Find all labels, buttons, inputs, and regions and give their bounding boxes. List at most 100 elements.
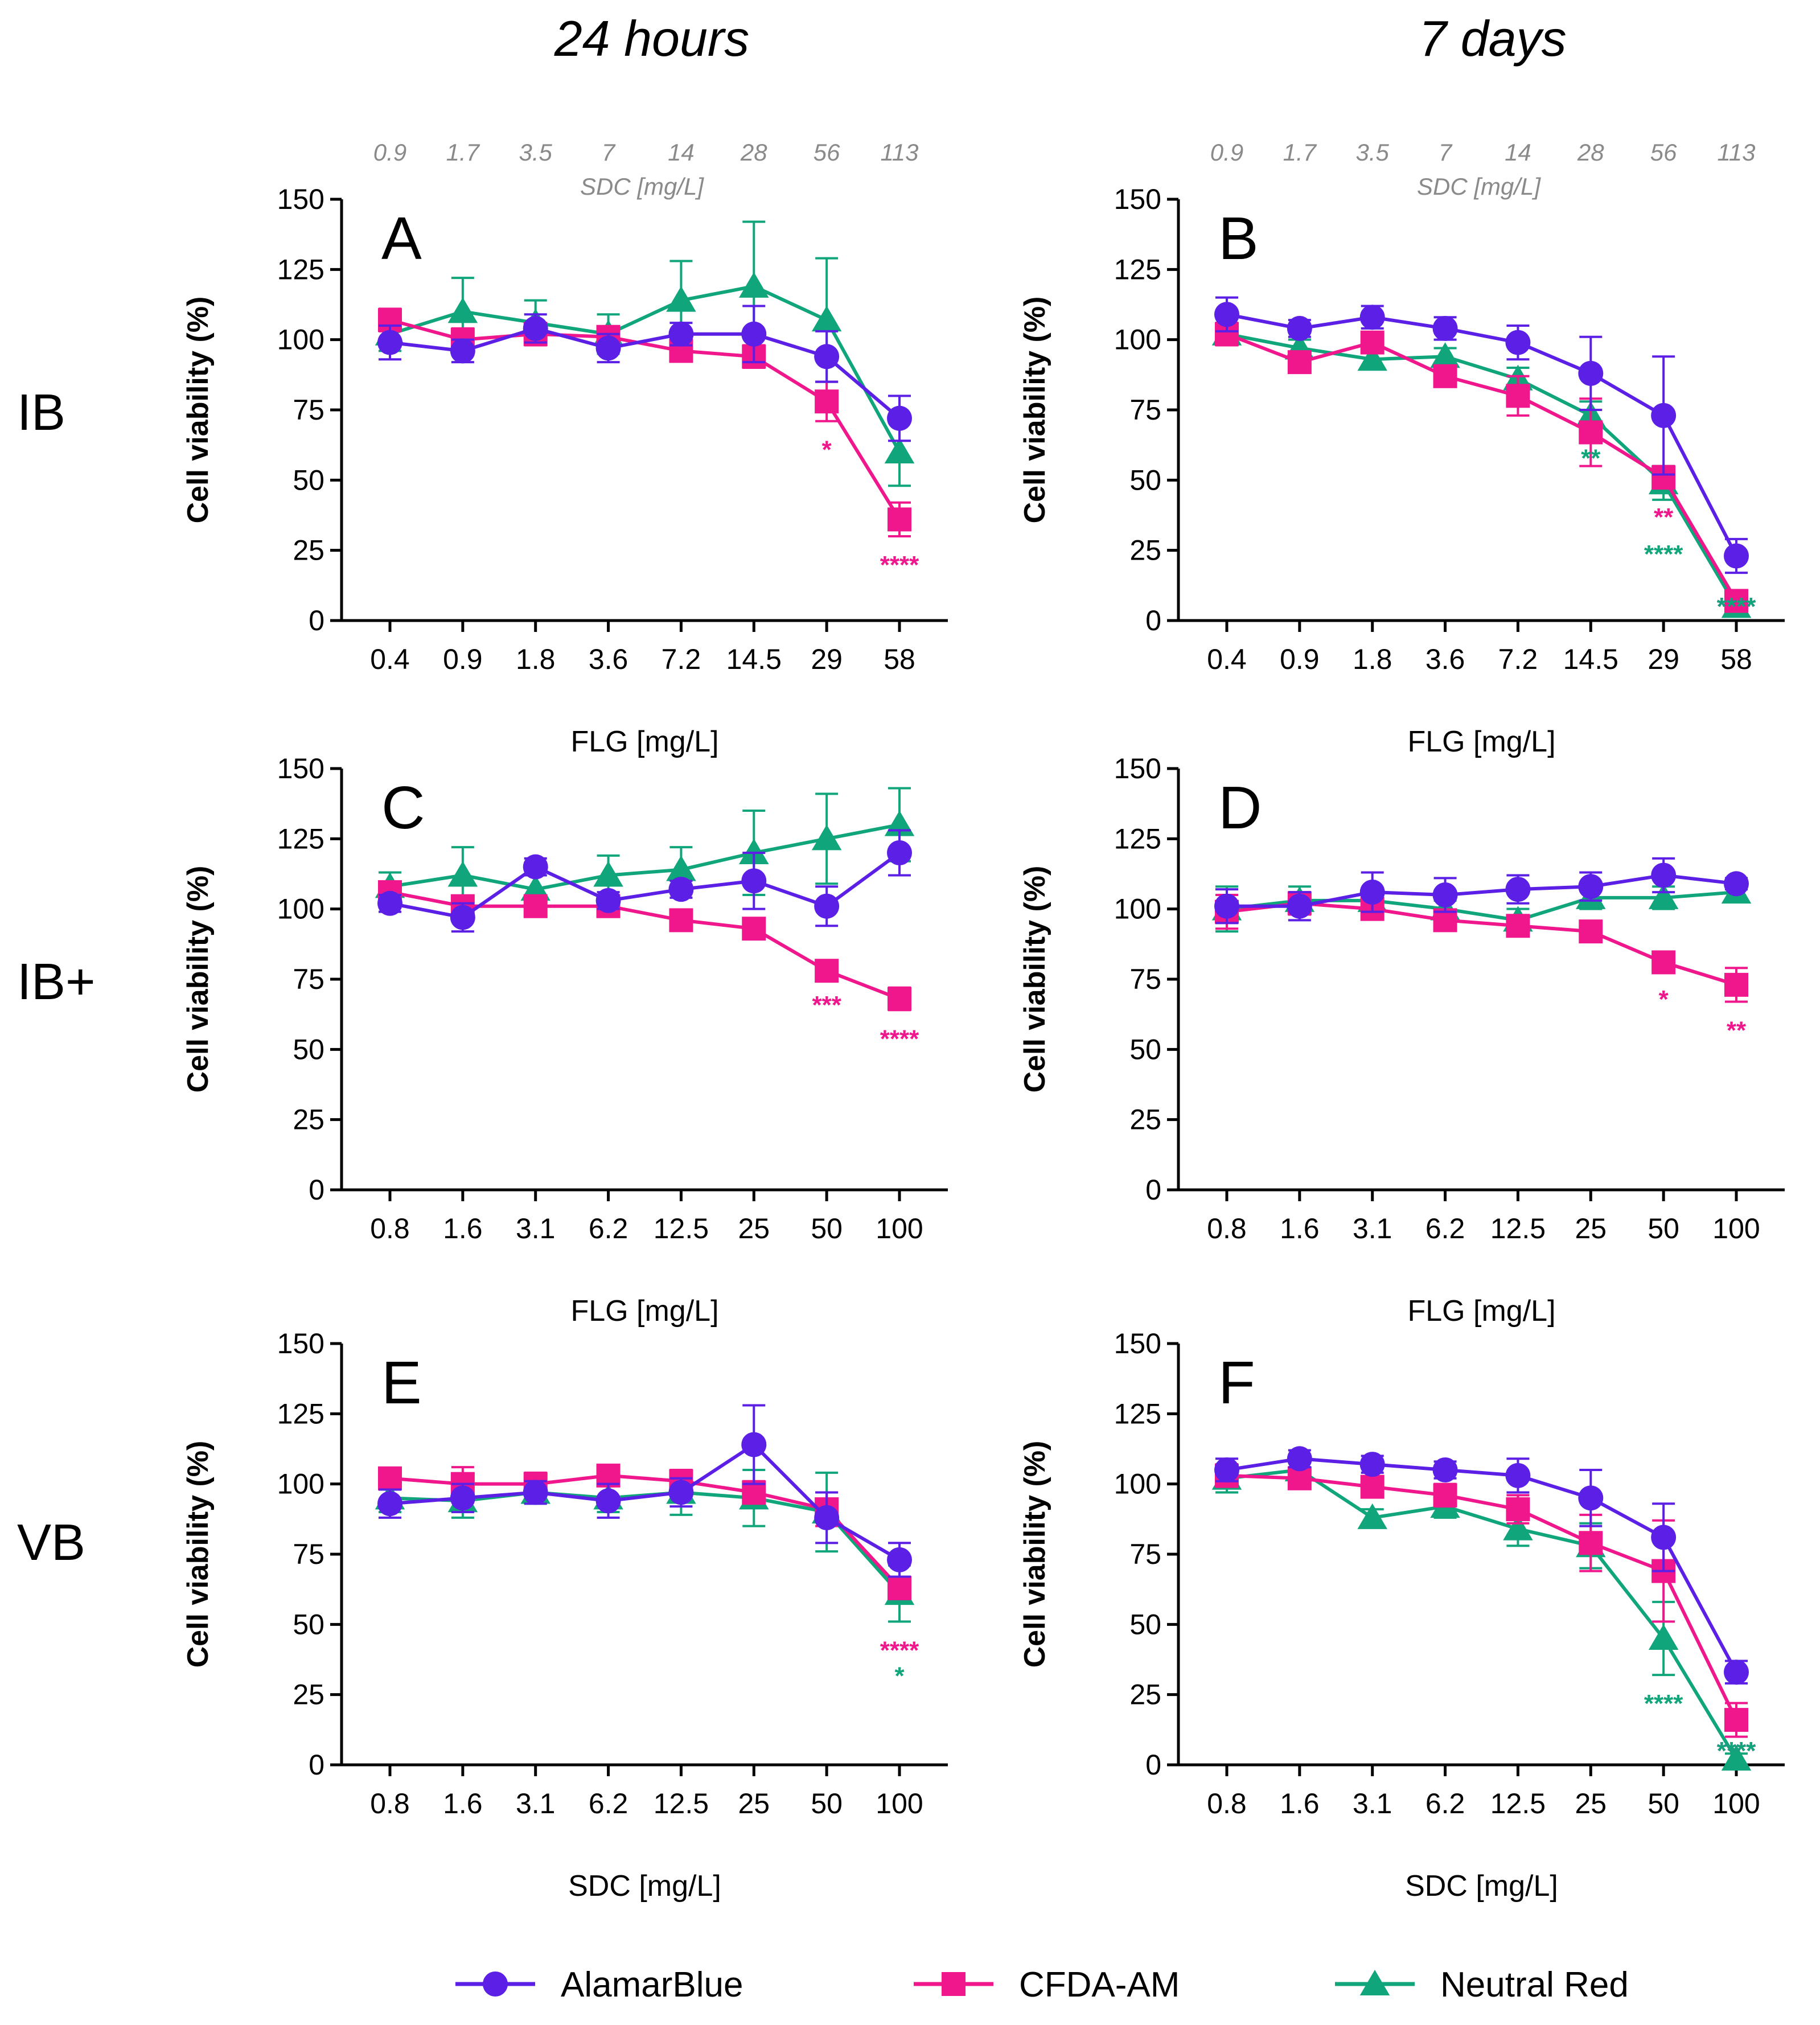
secondary-tick-label: 7 (602, 139, 616, 166)
y-tick-label: 150 (1114, 183, 1161, 215)
series-line (1226, 890, 1737, 922)
data-point (815, 389, 839, 414)
x-tick-label: 0.9 (443, 643, 483, 675)
x-tick-label: 3.6 (589, 643, 628, 675)
row-label: VB (17, 1514, 85, 1571)
series-line (389, 851, 901, 919)
y-tick-label: 25 (293, 535, 324, 566)
legend-label: AlamarBlue (561, 1965, 743, 2005)
x-tick-label: 7.2 (662, 643, 701, 675)
data-point (887, 1547, 912, 1572)
data-point (888, 1576, 911, 1600)
data-point (523, 894, 548, 918)
data-point (1648, 1624, 1679, 1650)
data-point (887, 840, 912, 865)
data-point (1648, 883, 1679, 909)
series-line (389, 284, 901, 453)
data-point (742, 917, 766, 941)
y-tick-label: 0 (1145, 605, 1161, 636)
panel-d: 0 25 50 75 100 125 150 0.8 1.6 3.1 6.2 12.5 25 50 100 C… (1018, 753, 1785, 1328)
data-point (1359, 305, 1385, 330)
data-point (668, 1480, 694, 1505)
y-tick-label: 50 (293, 1033, 324, 1065)
data-point (450, 338, 475, 364)
data-point (884, 438, 915, 463)
secondary-tick-label: 3.5 (1356, 139, 1390, 166)
x-tick-label: 50 (1648, 1788, 1679, 1819)
panel-e: 0 25 50 75 100 125 150 0.8 1.6 3.1 6.2 12.5 25 50 100 C… (182, 1328, 948, 1903)
data-point (1651, 862, 1677, 888)
data-point (595, 888, 621, 913)
significance-mark: **** (880, 1636, 919, 1664)
series-line (389, 318, 901, 520)
y-tick-label: 75 (1129, 963, 1161, 995)
data-point (887, 405, 912, 431)
data-point (888, 507, 911, 532)
y-tick-label: 25 (293, 1679, 324, 1711)
panel-letter: E (381, 1349, 422, 1416)
x-axis-label: SDC [mg/L] (1405, 1870, 1558, 1903)
y-tick-label: 0 (1145, 1749, 1161, 1781)
x-tick-label: 14.5 (1563, 643, 1618, 675)
x-axis-label: FLG [mg/L] (570, 725, 718, 758)
legend: AlamarBlue CFDA-AM Neutral Red (455, 1965, 1629, 2005)
x-tick-label: 0.8 (1207, 1788, 1247, 1819)
y-tick-label: 25 (1129, 1104, 1161, 1136)
significance-mark: * (894, 1662, 905, 1690)
panel-letter: B (1218, 205, 1259, 272)
data-point (741, 1432, 767, 1457)
y-tick-label: 75 (1129, 394, 1161, 426)
y-tick-label: 50 (1129, 1033, 1161, 1065)
data-point (1724, 589, 1748, 613)
secondary-tick-label: 28 (1577, 139, 1604, 166)
x-tick-label: 0.8 (1207, 1213, 1247, 1244)
series-alamarblue (1214, 1446, 1749, 1685)
data-point (1287, 1446, 1312, 1472)
data-point (814, 1505, 840, 1530)
secondary-tick-label: 7 (1439, 139, 1453, 166)
data-point (1724, 972, 1748, 997)
panel-letter: C (381, 774, 425, 841)
data-point (1505, 877, 1531, 902)
data-point (888, 987, 911, 1011)
x-tick-label: 0.9 (1280, 643, 1320, 675)
y-axis-label: Cell viability (%) (1018, 866, 1051, 1093)
legend-label: Neutral Red (1440, 1965, 1629, 2005)
y-tick-label: 0 (1145, 1174, 1161, 1206)
data-point (1578, 1485, 1604, 1511)
secondary-tick-label: 56 (1650, 139, 1677, 166)
x-tick-label: 6.2 (589, 1788, 628, 1819)
panel-letter: F (1218, 1349, 1255, 1416)
data-point (1651, 402, 1677, 428)
x-tick-label: 58 (884, 643, 915, 675)
x-tick-label: 6.2 (1425, 1213, 1465, 1244)
panel-f: 0 25 50 75 100 125 150 0.8 1.6 3.1 6.2 12.5 25 50 100 C… (1018, 1328, 1785, 1903)
legend-item: AlamarBlue (455, 1965, 743, 2005)
legend-item: Neutral Red (1335, 1965, 1629, 2005)
y-tick-label: 100 (1114, 893, 1161, 925)
data-point (1578, 360, 1604, 386)
x-axis-label: FLG [mg/L] (1407, 1295, 1555, 1328)
significance-mark: * (822, 436, 832, 464)
data-point (523, 315, 548, 341)
data-point (1506, 384, 1530, 408)
series-alamarblue (377, 829, 912, 933)
data-point (1724, 871, 1749, 897)
data-point (739, 839, 769, 864)
row-label: IB (17, 384, 65, 441)
x-tick-label: 12.5 (1490, 1788, 1546, 1819)
y-axis-label: Cell viability (%) (182, 866, 215, 1093)
y-tick-label: 75 (1129, 1538, 1161, 1570)
y-tick-label: 0 (309, 1749, 324, 1781)
data-point (1433, 364, 1457, 388)
panel-c: 0 25 50 75 100 125 150 0.8 1.6 3.1 6.2 12.5 25 50 100 C… (182, 753, 948, 1328)
x-tick-label: 50 (1648, 1213, 1679, 1244)
series-line (389, 823, 900, 892)
data-point (1360, 330, 1384, 355)
secondary-axis-label: SDC [mg/L] (1417, 173, 1541, 200)
legend-marker (942, 1972, 966, 1996)
y-tick-label: 50 (1129, 464, 1161, 496)
secondary-tick-label: 14 (668, 139, 695, 166)
y-tick-label: 100 (1114, 324, 1161, 356)
y-tick-label: 125 (1114, 1398, 1161, 1430)
